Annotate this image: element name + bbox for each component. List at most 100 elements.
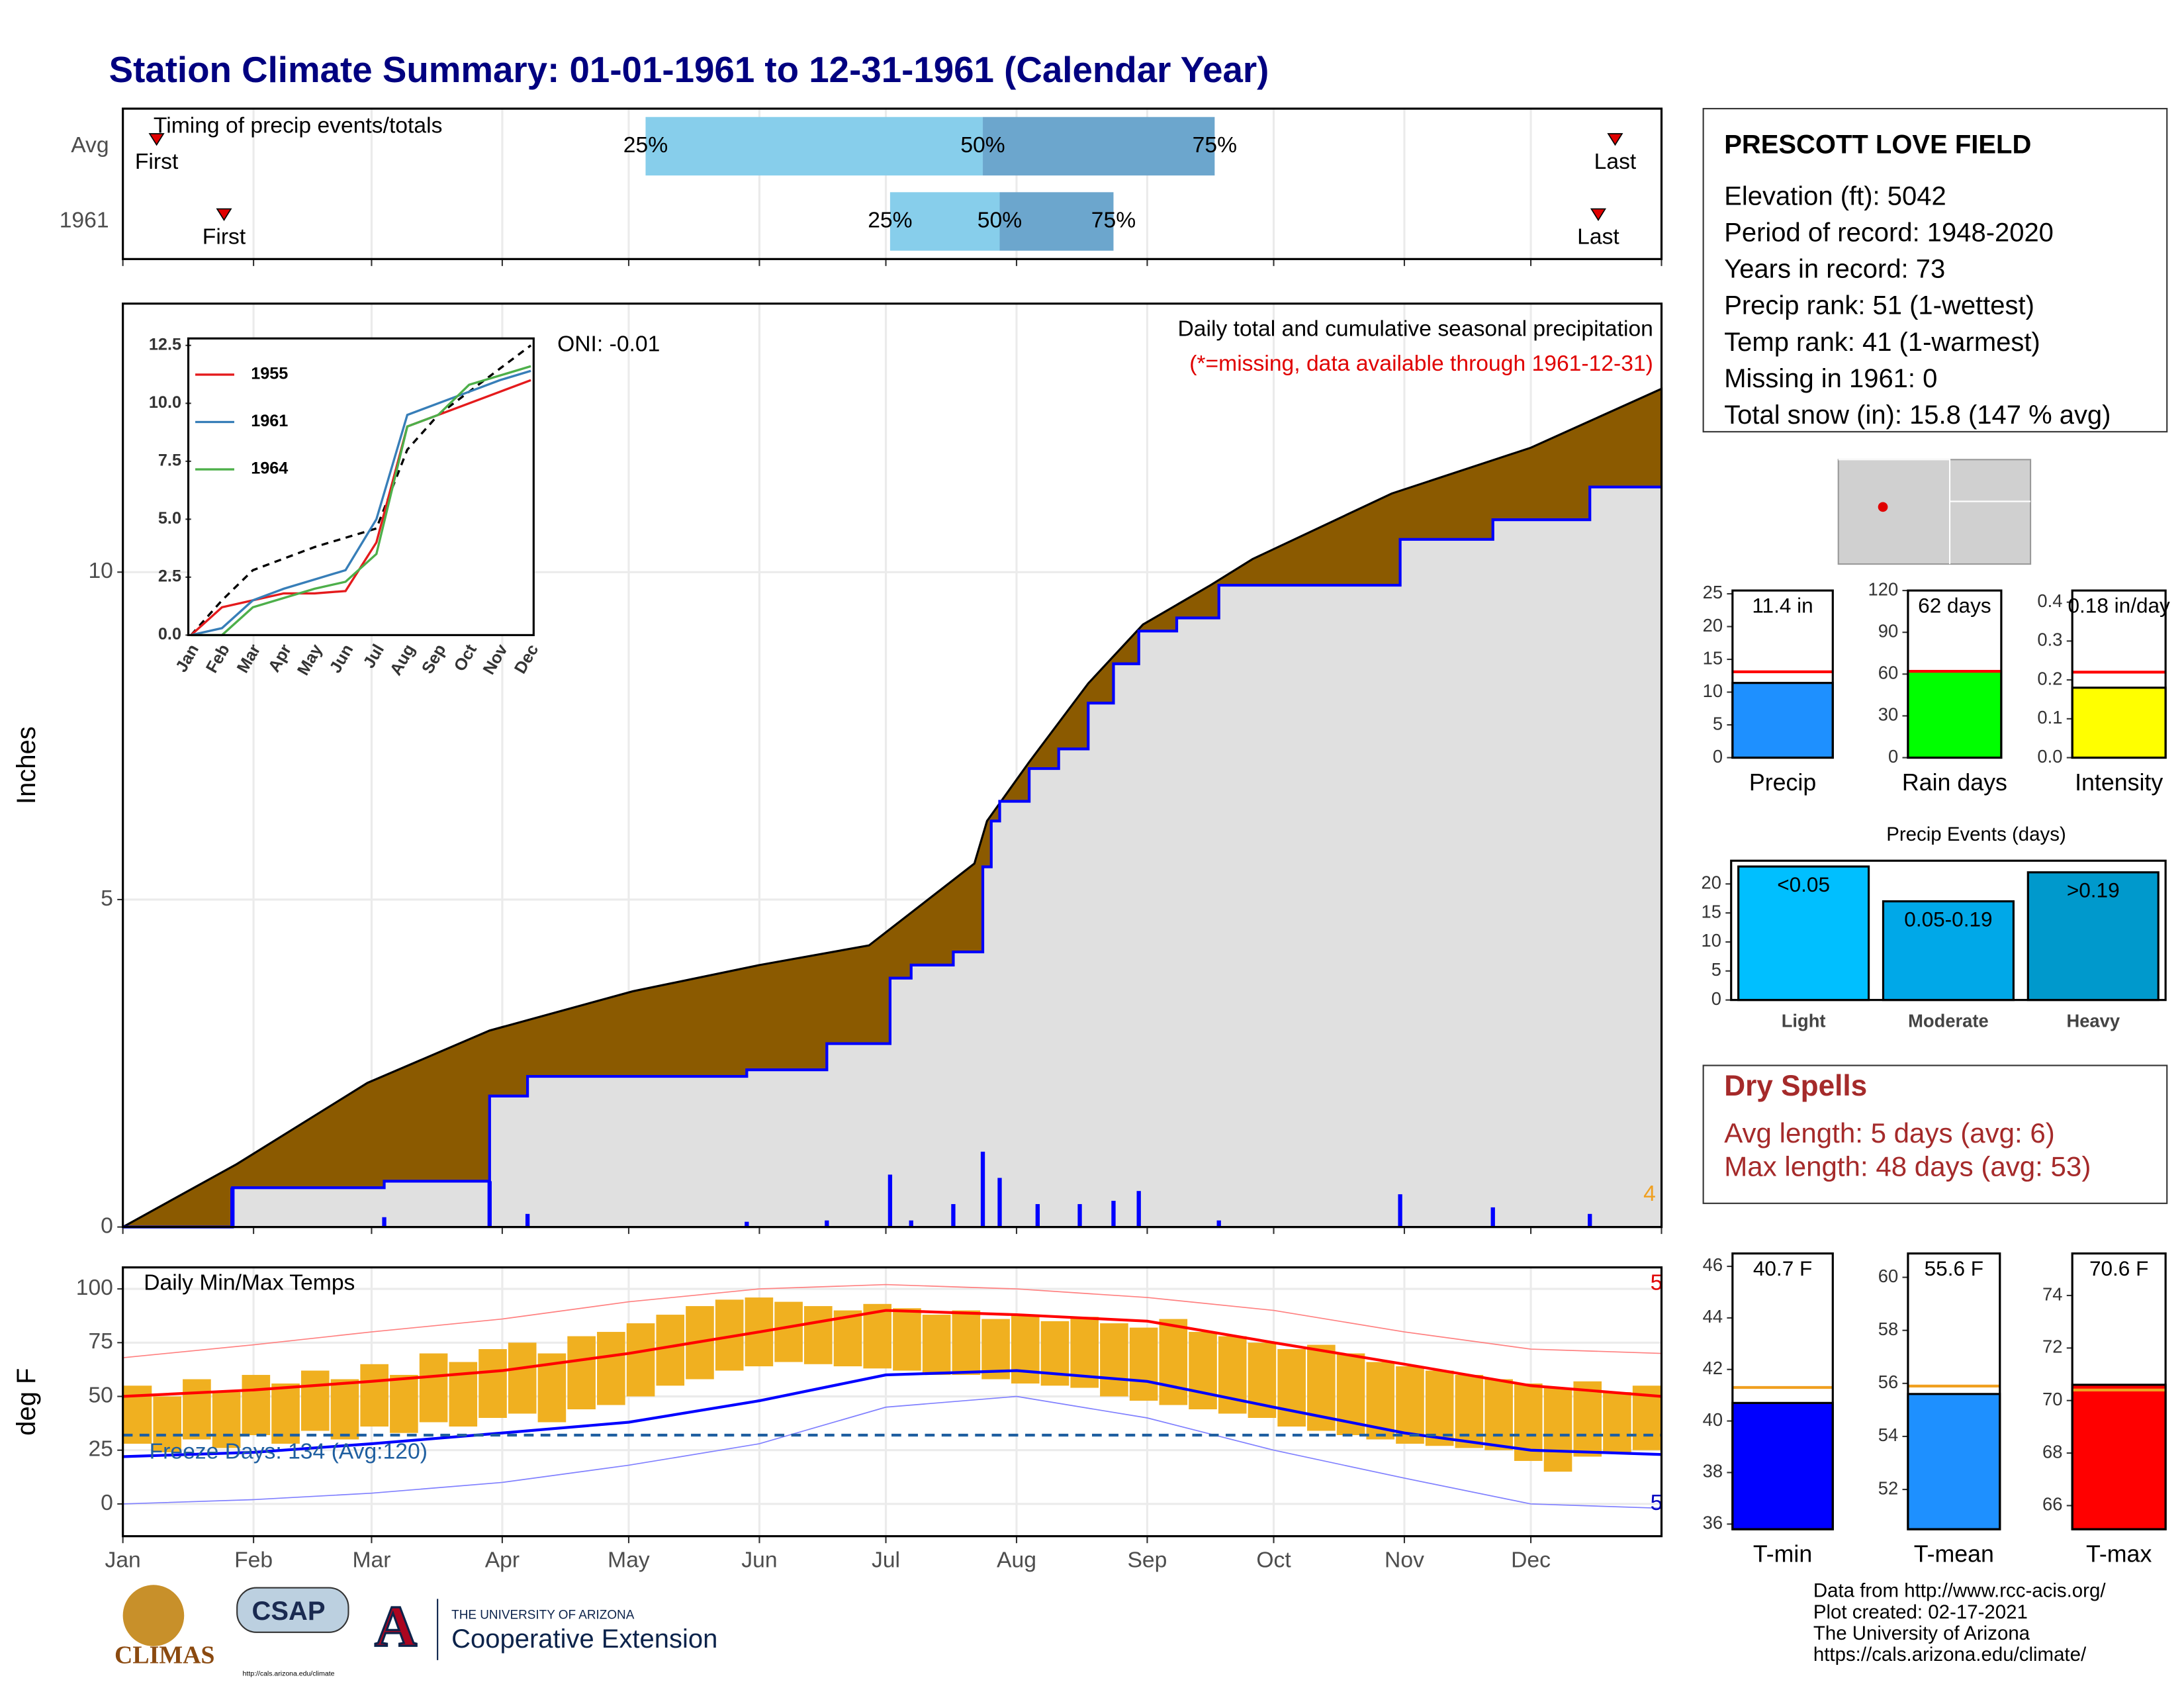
gauge-frame [1907, 589, 2003, 759]
daily-bar [1136, 1191, 1141, 1227]
quartile-label: 75% [1091, 208, 1136, 232]
event-marker [1590, 208, 1607, 222]
map [1837, 459, 2032, 565]
quartile-label: 25% [623, 133, 668, 158]
quartile-bar [999, 192, 1114, 251]
panel-title: Daily Min/Max Temps [144, 1271, 355, 1295]
marker-label: Last [1594, 150, 1637, 174]
gauge-label: T-mean [1914, 1541, 1994, 1568]
daily-bar [997, 1178, 1002, 1227]
daily-bar [1398, 1194, 1402, 1227]
quartile-bar [645, 117, 983, 176]
daily-bar [1216, 1220, 1221, 1227]
value-label: 55.6 F [1925, 1256, 1983, 1280]
daily-bar [382, 1217, 387, 1227]
daily-bar [487, 1181, 492, 1227]
count-label: 4 [1643, 1182, 1656, 1206]
gauge-frame [1907, 1252, 2001, 1530]
y-tick-label: 44 [1703, 1306, 1723, 1327]
temp-bar [1425, 1370, 1454, 1446]
gauge-frame [2071, 1252, 2167, 1530]
station-line: Years in record: 73 [1724, 255, 1945, 284]
temp-line [122, 1284, 1662, 1358]
temp-bar [1484, 1379, 1513, 1450]
bin-label: >0.19 [2067, 878, 2120, 902]
climas-emblem [122, 1585, 185, 1646]
panel-title: Timing of precip events/totals [154, 113, 442, 138]
y-tick-label: 0.4 [2037, 590, 2062, 611]
csap-cloud [236, 1587, 349, 1633]
series-line [190, 344, 532, 636]
temp-bar [922, 1315, 951, 1376]
gauge-bar [2071, 686, 2167, 759]
y-tick-label: 0.1 [2037, 707, 2062, 727]
temp-bar [508, 1342, 537, 1414]
temp-bar [1543, 1387, 1572, 1472]
oni: ONI: -0.01 [557, 332, 660, 357]
temp-bar [1129, 1327, 1158, 1401]
y-tick-label: 0.3 [2037, 630, 2062, 650]
daily-bar [887, 1174, 893, 1227]
legend-label: 1964 [251, 459, 288, 478]
quartile-label: 25% [868, 208, 912, 232]
y-tick-label: 15 [1703, 647, 1723, 668]
station-line: Missing in 1961: 0 [1724, 364, 1937, 393]
map-borders [1838, 459, 2031, 565]
y-tick-label: 40 [1703, 1409, 1723, 1430]
credit-line: https://cals.arizona.edu/climate/ [1813, 1644, 2087, 1665]
station-line: Elevation (ft): 5042 [1724, 181, 1946, 211]
daily-bar [745, 1221, 749, 1227]
y-tick-label: 15 [1702, 901, 1721, 921]
quartile-bar [889, 192, 1000, 251]
event-marker [148, 133, 165, 146]
x-tick-label: Feb [234, 1548, 273, 1572]
value-label: 11.4 in [1752, 594, 1813, 618]
panel-title: Precip Events (days) [1886, 823, 2066, 845]
event-marker [1607, 133, 1623, 146]
x-tick-label: Apr [485, 1548, 520, 1572]
temp-bar [1189, 1332, 1217, 1410]
value-label: 70.6 F [2089, 1256, 2148, 1280]
inset-bg [188, 338, 534, 635]
x-tick-label: Heavy [2066, 1011, 2120, 1031]
csap-logo: CSAP [251, 1597, 325, 1626]
y-tick-label: 60 [1878, 1266, 1898, 1286]
temp-bar [1100, 1323, 1128, 1397]
quartile-bar [983, 117, 1215, 176]
y-tick-label: 0.0 [158, 625, 181, 643]
y-tick-label: 74 [2042, 1284, 2062, 1304]
daily-bar [825, 1220, 829, 1227]
y-tick-label: 52 [1878, 1477, 1898, 1498]
temp-bar [360, 1364, 388, 1427]
daily-bar [1490, 1207, 1495, 1227]
value-label: 62 days [1918, 594, 1991, 618]
y-tick-label: 10.0 [149, 393, 181, 412]
temp-line [122, 1369, 1662, 1458]
quartile-label: 75% [1193, 133, 1237, 158]
temp-bar [597, 1332, 625, 1405]
events-frame [1730, 859, 2167, 1002]
daily-bar [230, 1188, 235, 1227]
temp-line [122, 1395, 1662, 1509]
temp-bar [242, 1375, 271, 1435]
y-tick-label: 50 [88, 1383, 113, 1407]
y-tick-label: 72 [2042, 1336, 2062, 1357]
temp-bar [183, 1379, 211, 1440]
gauge-bar [1731, 682, 1834, 759]
gauge-bar [1907, 1393, 2001, 1530]
dry-spells-title: Dry Spells [1724, 1070, 1867, 1102]
page-title: Station Climate Summary: 01-01-1961 to 1… [109, 49, 1269, 90]
gauge-frame [2071, 589, 2167, 759]
y-tick-label: 5.0 [158, 509, 181, 528]
series-line [191, 369, 531, 637]
y-axis-label: deg F [12, 1368, 41, 1436]
temp-bar [626, 1323, 655, 1397]
y-tick-label: 42 [1703, 1358, 1723, 1378]
temp-bar [419, 1353, 448, 1423]
value-label: 0.18 in/day [2068, 594, 2170, 618]
marker-label: First [203, 225, 246, 250]
y-tick-label: 5 [1713, 713, 1723, 733]
daily-bar [525, 1213, 530, 1227]
y-tick-label: 66 [2042, 1494, 2062, 1515]
